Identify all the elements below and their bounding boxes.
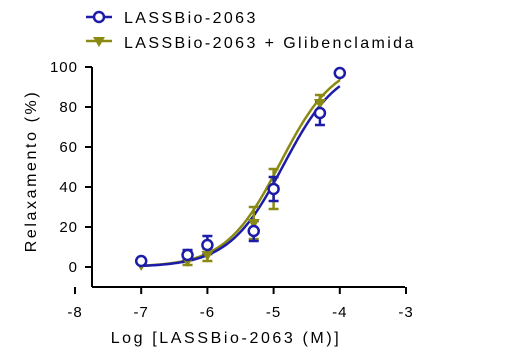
fit-curves [141,79,341,268]
y-tick-label: 80 [59,99,78,116]
data-point-series-2 [247,219,260,229]
x-axis-ticks: -8 -7 -6 -5 -4 -3 [67,287,413,321]
y-tick-label: 100 [50,59,78,76]
y-axis-ticks: 0 20 40 60 80 100 [50,59,92,276]
legend-label-2: LASSBio-2063 + Glibenclamida [124,35,416,52]
y-tick-label: 60 [59,139,78,156]
y-axis-title: Relaxamento (%) [23,90,40,253]
legend: LASSBio-2063 LASSBio-2063 + Glibenclamid… [86,10,416,52]
x-axis-title: Log [LASSBio-2063 (M)] [111,330,342,347]
y-tick-label: 0 [69,259,78,276]
data-point-series-1 [313,106,327,120]
y-tick-label: 40 [59,179,78,196]
fit-curve-series-1 [141,85,341,268]
y-tick-label: 20 [59,219,78,236]
x-tick-label: -5 [266,304,281,321]
legend-item-1: LASSBio-2063 [86,10,258,27]
data-point-series-1 [201,238,214,252]
data-markers [134,66,347,271]
x-tick-label: -6 [200,304,215,321]
data-point-series-1 [247,224,260,238]
x-tick-label: -7 [134,304,149,321]
x-tick-label: -3 [398,304,413,321]
legend-label-1: LASSBio-2063 [124,10,258,27]
data-point-series-2 [313,99,326,109]
data-point-series-1 [134,254,148,268]
legend-triangle-marker [93,37,105,47]
data-point-series-2 [201,251,214,261]
x-tick-label: -4 [332,304,347,321]
x-tick-label: -8 [67,304,82,321]
legend-circle-marker [92,10,106,24]
data-point-series-1 [267,182,280,196]
data-point-series-1 [181,248,194,262]
data-point-series-1 [333,66,347,80]
legend-item-2: LASSBio-2063 + Glibenclamida [86,35,416,52]
fit-curve-series-2 [141,79,341,267]
